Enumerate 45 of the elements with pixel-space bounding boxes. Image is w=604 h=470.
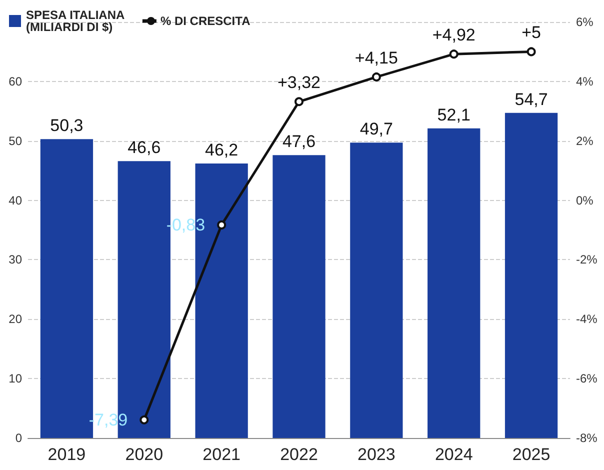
y2-tick-label: -6% xyxy=(576,372,598,386)
data-label: 52,1 xyxy=(437,105,470,124)
point xyxy=(449,50,458,59)
y-tick-label: 20 xyxy=(8,312,22,326)
y-tick-label: 50 xyxy=(8,134,22,148)
y2-tick-label: 0% xyxy=(576,193,594,208)
point xyxy=(294,97,304,106)
y-tick-label: 0 xyxy=(15,431,22,445)
y2-tick-label: 6% xyxy=(576,15,594,29)
data-label: 46,6 xyxy=(128,138,161,158)
y2-tick-label: 4% xyxy=(576,74,594,88)
x-tick-label: 2021 xyxy=(202,445,240,464)
bar xyxy=(428,128,480,438)
data-label: 49,7 xyxy=(360,120,393,139)
bar xyxy=(272,155,326,438)
y2-tick-label: 2% xyxy=(576,134,594,148)
point xyxy=(526,47,536,56)
data-label: +3,32 xyxy=(277,73,321,92)
data-label: +4,15 xyxy=(354,48,398,68)
x-tick-label: 2023 xyxy=(358,445,396,464)
data-label: +4,92 xyxy=(432,26,476,45)
y2-tick-label: -2% xyxy=(576,252,598,267)
x-tick-label: 2020 xyxy=(125,445,164,464)
x-tick-label: 2019 xyxy=(48,445,86,464)
data-label: 54,7 xyxy=(514,90,548,109)
y-tick-label: 10 xyxy=(8,372,22,386)
bar xyxy=(504,112,558,438)
data-label: 50,3 xyxy=(50,116,84,136)
legend-label: SPESA ITALIANA (MILIARDI DI $) xyxy=(26,8,128,34)
x-tick-label: 2022 xyxy=(280,445,318,464)
legend-label: % DI CRESCITA xyxy=(160,14,251,28)
point xyxy=(372,72,381,82)
y-tick-label: 40 xyxy=(8,193,22,208)
point xyxy=(217,220,226,230)
data-label: 47,6 xyxy=(282,132,316,152)
bar xyxy=(350,142,403,438)
x-tick-label: 2024 xyxy=(434,445,473,464)
data-label: +5 xyxy=(522,23,541,42)
y-tick-label: 30 xyxy=(8,252,22,267)
x-tick-label: 2025 xyxy=(512,445,550,464)
y2-tick-label: -4% xyxy=(576,312,598,326)
data-label: 46,2 xyxy=(205,140,238,160)
y-tick-label: 60 xyxy=(8,74,22,88)
point xyxy=(140,415,149,424)
y2-tick-label: -8% xyxy=(576,431,598,445)
